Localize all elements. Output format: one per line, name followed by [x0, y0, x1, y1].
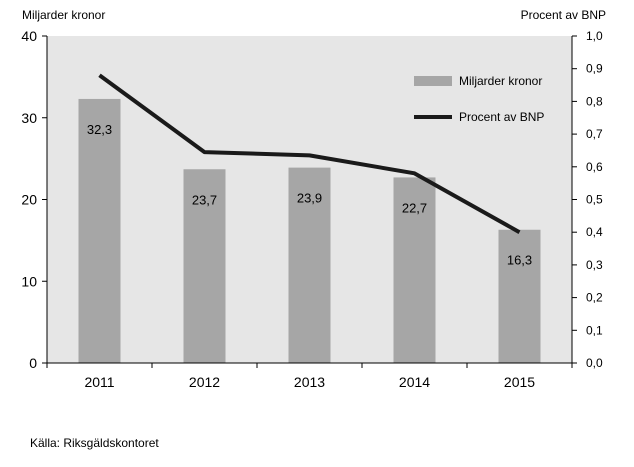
legend-label-line: Procent av BNP	[459, 110, 544, 124]
right-tick-label: 0,9	[586, 62, 603, 76]
legend-swatch-bar	[414, 76, 452, 86]
right-tick-label: 0,2	[586, 291, 603, 305]
data-label-2012: 23,7	[192, 192, 217, 207]
left-tick-label: 10	[21, 273, 37, 289]
left-tick-label: 40	[21, 28, 37, 44]
data-label-2015: 16,3	[507, 253, 532, 268]
source-note: Källa: Riksgäldskontoret	[30, 436, 159, 450]
right-tick-label: 1,0	[586, 29, 603, 43]
bar-2014	[393, 177, 436, 363]
bar-2012	[183, 169, 226, 363]
legend-label-bar: Miljarder kronor	[459, 74, 542, 88]
right-tick-label: 0,7	[586, 127, 603, 141]
bar-2015	[498, 229, 541, 363]
right-tick-label: 0,0	[586, 356, 603, 370]
x-tick-label-2013: 2013	[294, 374, 325, 390]
left-tick-label: 20	[21, 192, 37, 208]
data-label-2013: 23,9	[297, 191, 322, 206]
x-tick-label-2015: 2015	[504, 374, 535, 390]
right-tick-label: 0,4	[586, 225, 603, 239]
right-tick-label: 0,3	[586, 258, 603, 272]
x-tick-label-2014: 2014	[399, 374, 430, 390]
bar-2013	[288, 167, 331, 363]
right-tick-label: 0,5	[586, 193, 603, 207]
left-tick-label: 0	[29, 355, 37, 371]
x-tick-label-2012: 2012	[189, 374, 220, 390]
right-tick-label: 0,1	[586, 323, 603, 337]
right-tick-label: 0,6	[586, 160, 603, 174]
right-axis-title: Procent av BNP	[520, 8, 606, 22]
data-label-2011: 32,3	[87, 122, 112, 137]
line-series-procent-av-bnp	[98, 73, 521, 234]
right-tick-label: 0,8	[586, 94, 603, 108]
x-tick-label-2011: 2011	[84, 374, 114, 390]
left-tick-label: 30	[21, 110, 37, 126]
data-label-2014: 22,7	[402, 200, 427, 215]
left-axis-title: Miljarder kronor	[22, 8, 106, 22]
bar-2011	[78, 98, 121, 363]
